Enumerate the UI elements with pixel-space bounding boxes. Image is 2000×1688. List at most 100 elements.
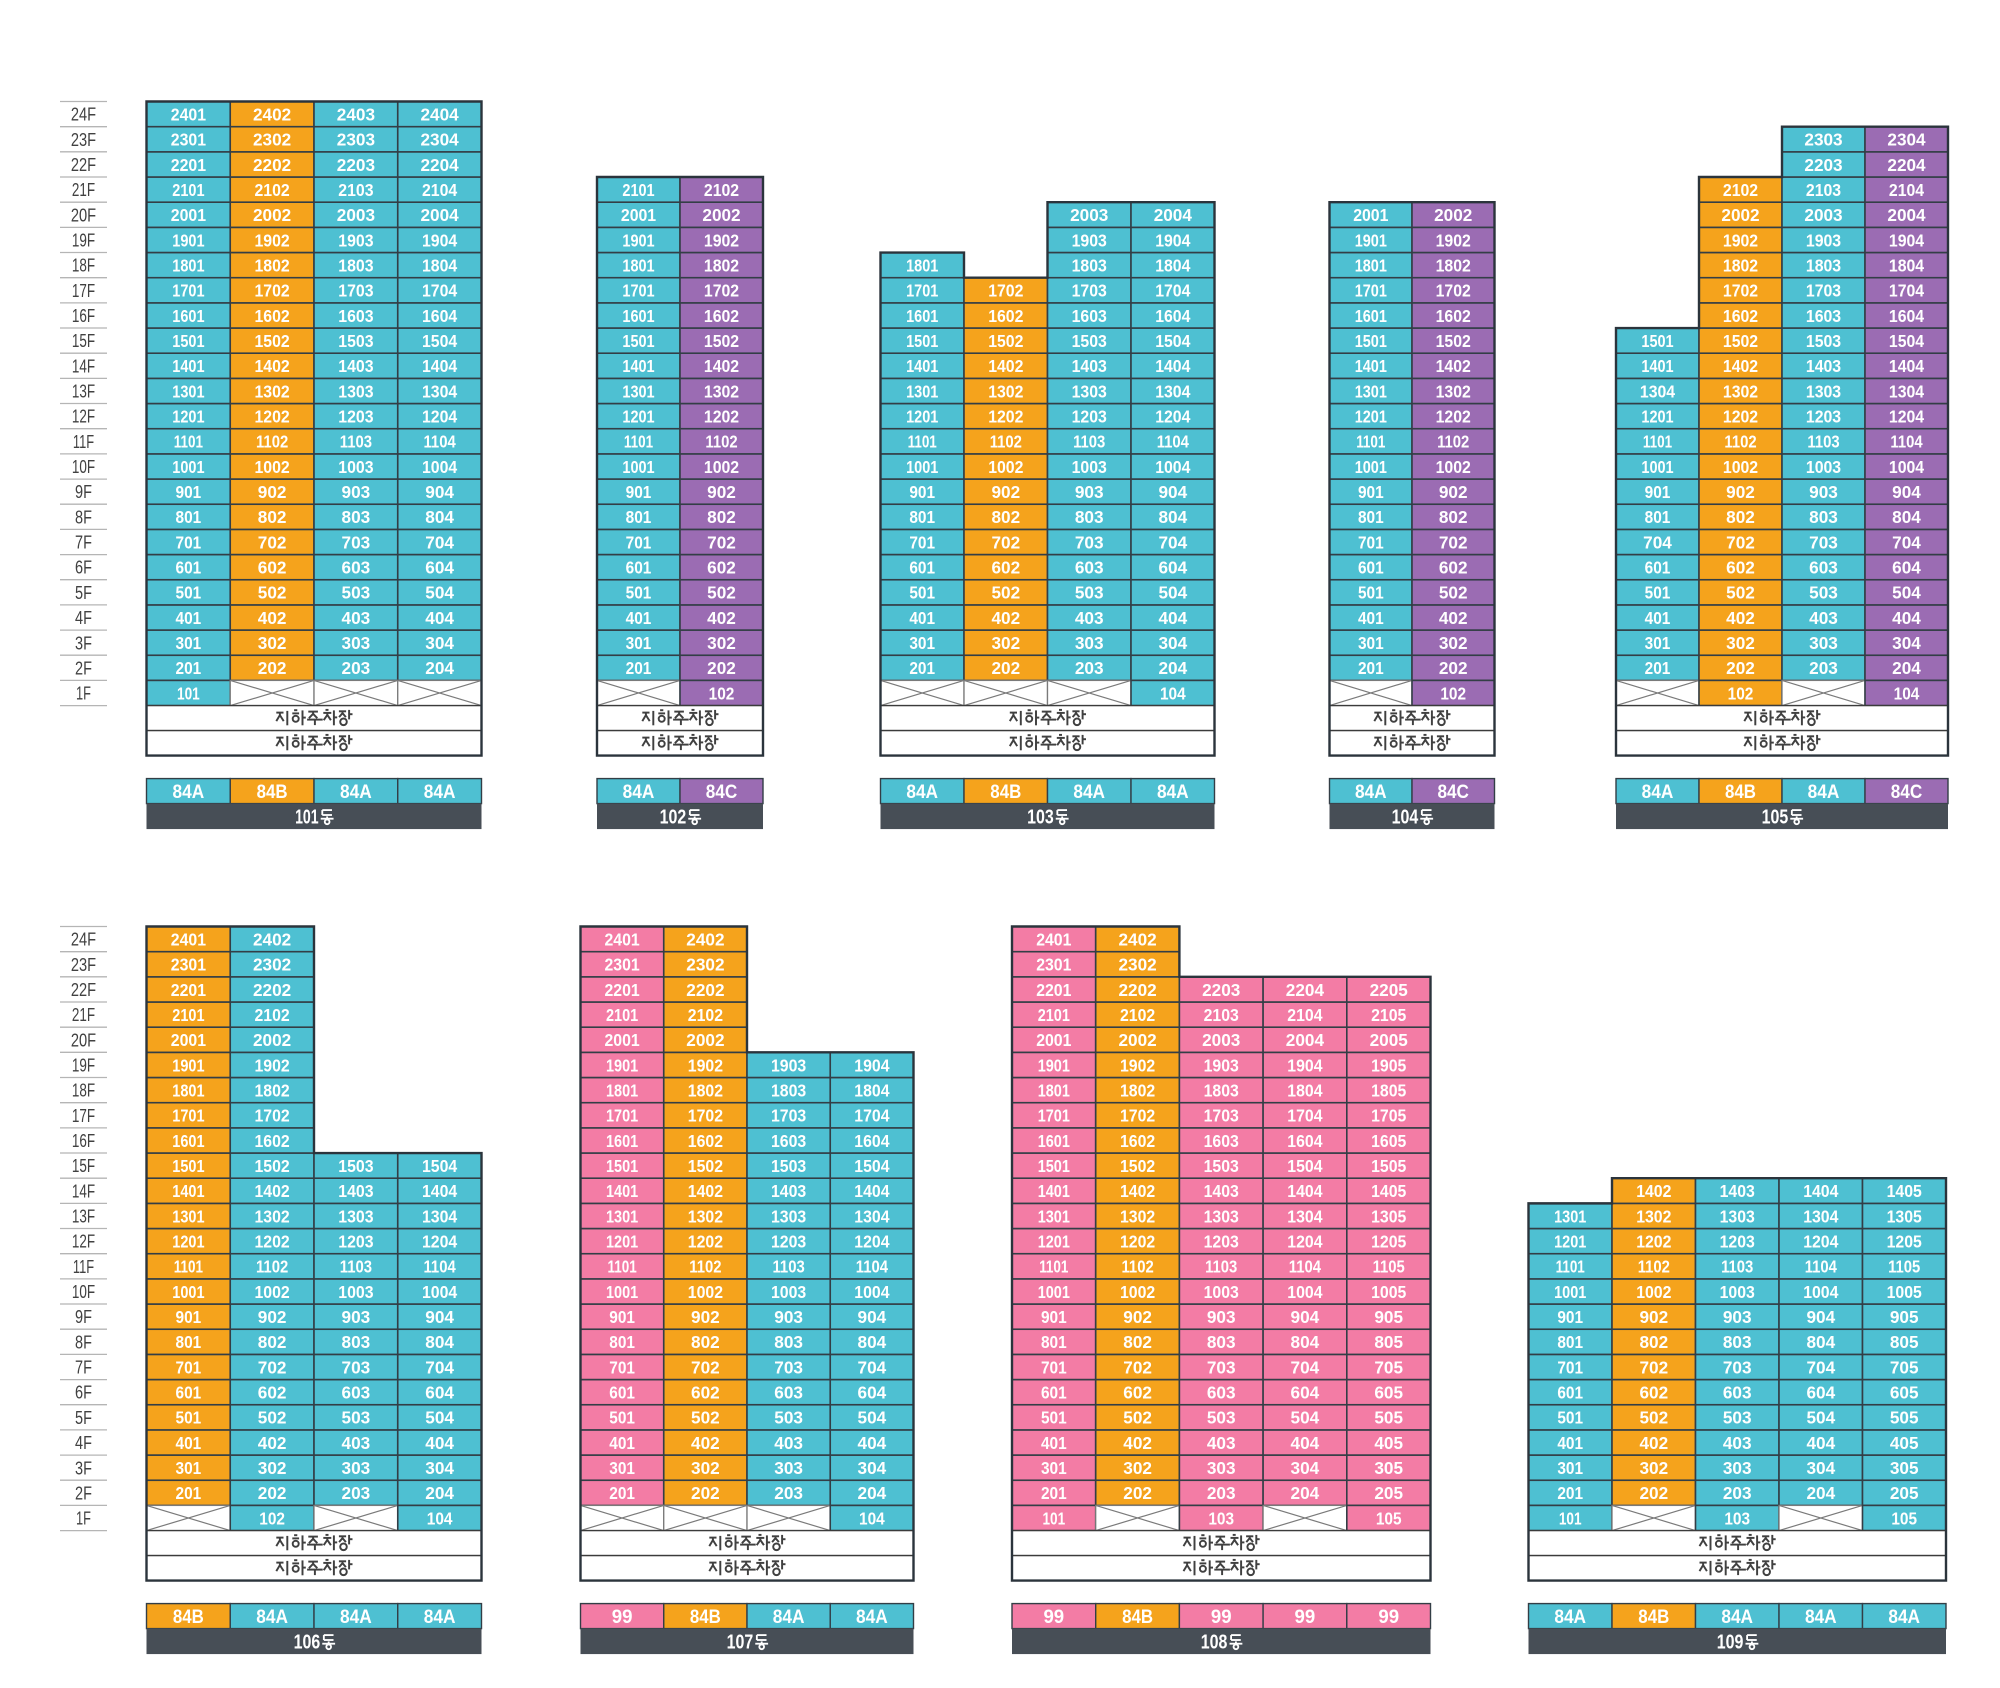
svg-text:702: 702 <box>1639 1357 1668 1377</box>
svg-text:2105: 2105 <box>1371 1005 1406 1025</box>
svg-text:801: 801 <box>909 507 935 527</box>
svg-text:5F: 5F <box>75 1408 92 1428</box>
svg-text:1601: 1601 <box>1038 1131 1070 1151</box>
svg-text:603: 603 <box>342 1383 371 1403</box>
svg-text:201: 201 <box>1645 658 1671 678</box>
svg-text:203: 203 <box>342 658 371 678</box>
svg-text:401: 401 <box>176 608 202 628</box>
svg-text:2203: 2203 <box>1804 155 1842 175</box>
svg-text:1503: 1503 <box>1072 331 1107 351</box>
svg-text:901: 901 <box>1358 482 1384 502</box>
svg-text:16F: 16F <box>72 1131 95 1151</box>
svg-text:7F: 7F <box>75 533 92 553</box>
svg-text:503: 503 <box>774 1408 803 1428</box>
svg-text:701: 701 <box>176 532 202 552</box>
svg-text:1901: 1901 <box>172 230 204 250</box>
svg-text:604: 604 <box>1158 558 1187 578</box>
svg-text:1202: 1202 <box>255 407 290 427</box>
svg-text:1501: 1501 <box>906 331 938 351</box>
svg-text:2202: 2202 <box>253 155 291 175</box>
svg-text:2101: 2101 <box>172 180 204 200</box>
svg-text:1902: 1902 <box>1436 230 1471 250</box>
svg-text:902: 902 <box>258 1307 287 1327</box>
svg-text:1405: 1405 <box>1371 1181 1406 1201</box>
svg-text:1502: 1502 <box>255 1156 290 1176</box>
svg-text:2004: 2004 <box>1887 205 1925 225</box>
svg-text:1401: 1401 <box>1355 356 1387 376</box>
svg-text:301: 301 <box>609 1458 635 1478</box>
svg-text:1501: 1501 <box>1355 331 1387 351</box>
svg-text:1601: 1601 <box>622 306 654 326</box>
svg-text:903: 903 <box>1075 482 1104 502</box>
svg-text:702: 702 <box>1123 1357 1152 1377</box>
svg-text:1202: 1202 <box>704 407 739 427</box>
svg-text:402: 402 <box>1123 1433 1152 1453</box>
svg-text:205: 205 <box>1374 1483 1403 1503</box>
svg-text:1004: 1004 <box>1287 1282 1322 1302</box>
svg-text:804: 804 <box>425 1332 454 1352</box>
svg-text:402: 402 <box>258 608 287 628</box>
svg-text:902: 902 <box>1639 1307 1668 1327</box>
svg-text:1105: 1105 <box>1888 1257 1920 1277</box>
svg-text:2004: 2004 <box>421 205 459 225</box>
svg-text:84B: 84B <box>1122 1606 1153 1628</box>
svg-text:903: 903 <box>774 1307 803 1327</box>
svg-text:2401: 2401 <box>1036 930 1071 950</box>
svg-text:404: 404 <box>425 1433 454 1453</box>
svg-text:802: 802 <box>1639 1332 1668 1352</box>
svg-text:1001: 1001 <box>172 1282 204 1302</box>
svg-text:1101: 1101 <box>1556 1257 1585 1277</box>
svg-text:1301: 1301 <box>906 381 938 401</box>
svg-text:1204: 1204 <box>1889 407 1924 427</box>
svg-text:1803: 1803 <box>771 1081 806 1101</box>
svg-text:1001: 1001 <box>906 457 938 477</box>
svg-text:504: 504 <box>1158 583 1187 603</box>
svg-text:703: 703 <box>1723 1357 1752 1377</box>
svg-text:704: 704 <box>1806 1357 1835 1377</box>
svg-text:2003: 2003 <box>1804 205 1842 225</box>
svg-text:84A: 84A <box>424 1606 456 1628</box>
svg-text:402: 402 <box>991 608 1020 628</box>
svg-text:303: 303 <box>342 1458 371 1478</box>
svg-text:702: 702 <box>991 532 1020 552</box>
svg-text:84A: 84A <box>773 1606 805 1628</box>
svg-text:803: 803 <box>342 507 371 527</box>
svg-text:402: 402 <box>1726 608 1755 628</box>
svg-text:305: 305 <box>1374 1458 1403 1478</box>
svg-text:1203: 1203 <box>771 1232 806 1252</box>
svg-text:1304: 1304 <box>1803 1206 1838 1226</box>
svg-text:1305: 1305 <box>1371 1206 1406 1226</box>
svg-text:15F: 15F <box>72 331 95 351</box>
svg-text:1301: 1301 <box>1038 1206 1070 1226</box>
svg-text:1302: 1302 <box>255 381 290 401</box>
svg-text:805: 805 <box>1374 1332 1403 1352</box>
svg-text:23F: 23F <box>71 130 96 150</box>
svg-text:1202: 1202 <box>1436 407 1471 427</box>
svg-text:601: 601 <box>1645 558 1671 578</box>
svg-text:302: 302 <box>258 633 287 653</box>
svg-text:1804: 1804 <box>1287 1081 1322 1101</box>
svg-text:99: 99 <box>1211 1606 1232 1628</box>
svg-text:1403: 1403 <box>1204 1181 1239 1201</box>
svg-text:1003: 1003 <box>1204 1282 1239 1302</box>
svg-text:401: 401 <box>1041 1433 1067 1453</box>
svg-text:1502: 1502 <box>1120 1156 1155 1176</box>
svg-text:1401: 1401 <box>172 356 204 376</box>
svg-text:904: 904 <box>425 482 454 502</box>
svg-text:2004: 2004 <box>1286 1030 1324 1050</box>
svg-text:1003: 1003 <box>338 457 373 477</box>
svg-text:1402: 1402 <box>1636 1181 1671 1201</box>
svg-text:701: 701 <box>609 1357 635 1377</box>
svg-text:2401: 2401 <box>171 105 206 125</box>
svg-text:2303: 2303 <box>337 130 375 150</box>
svg-text:1004: 1004 <box>1155 457 1190 477</box>
svg-text:1303: 1303 <box>338 381 373 401</box>
svg-text:1602: 1602 <box>704 306 739 326</box>
svg-text:22F: 22F <box>71 155 96 175</box>
svg-text:604: 604 <box>1892 558 1921 578</box>
svg-text:1605: 1605 <box>1371 1131 1406 1151</box>
svg-text:3F: 3F <box>75 1458 92 1478</box>
svg-text:1503: 1503 <box>338 1156 373 1176</box>
svg-text:1902: 1902 <box>704 230 739 250</box>
svg-text:17F: 17F <box>72 281 95 301</box>
